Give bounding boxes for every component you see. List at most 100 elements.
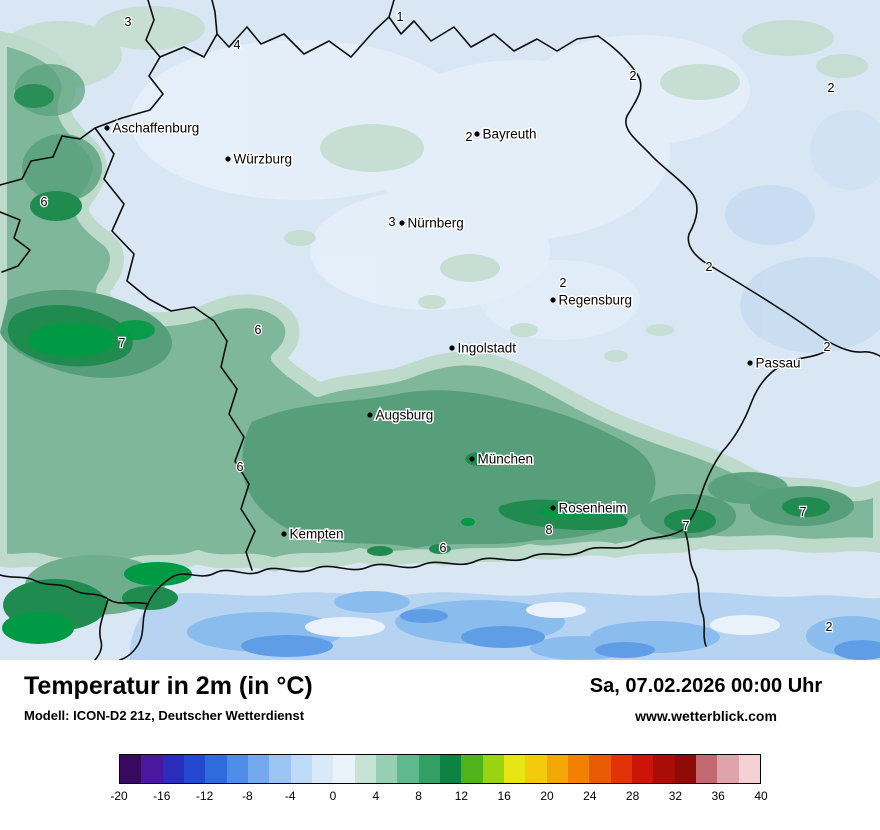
- city-dot: [104, 125, 110, 131]
- colorbar-segment: [333, 755, 355, 783]
- border-lines: [0, 0, 880, 660]
- colorbar-segment: [205, 755, 227, 783]
- city-marker: Nürnberg: [399, 214, 465, 232]
- colorbar-tick-label: 0: [329, 789, 337, 803]
- city-marker: München: [469, 450, 535, 468]
- footer-left-block: Temperatur in 2m (in °C) Modell: ICON-D2…: [24, 672, 313, 723]
- city-label: Würzburg: [234, 152, 293, 167]
- colorbar-segment: [482, 755, 504, 783]
- temperature-value: 2: [824, 340, 831, 354]
- temperature-value: 7: [683, 519, 690, 533]
- colorbar-segment: [567, 755, 590, 783]
- temperature-value: 2: [630, 69, 637, 83]
- city-label: München: [478, 452, 534, 467]
- footer-panel: Temperatur in 2m (in °C) Modell: ICON-D2…: [0, 660, 880, 830]
- temperature-value: 2: [828, 81, 835, 95]
- colorbar-tick-label: -16: [153, 789, 171, 803]
- weather-map: Aschaffenburg Würzburg Bayreuth Nürnberg Reg…: [0, 0, 880, 660]
- city-label: Nürnberg: [408, 216, 464, 231]
- colorbar-tick-label: 40: [754, 789, 768, 803]
- temperature-value: 7: [119, 336, 126, 350]
- city-dot: [747, 360, 753, 366]
- colorbar-tick-label: 24: [583, 789, 597, 803]
- colorbar-segment: [610, 755, 632, 783]
- city-dot: [550, 297, 556, 303]
- city-label: Passau: [756, 356, 801, 371]
- colorbar-tick-label: -20: [110, 789, 128, 803]
- city-marker: Würzburg: [225, 150, 294, 168]
- colorbar-segment: [525, 755, 547, 783]
- colorbar-segment: [674, 755, 696, 783]
- city-marker: Augsburg: [367, 406, 435, 424]
- colorbar-segment: [397, 755, 419, 783]
- colorbar-tick-label: -4: [284, 789, 296, 803]
- temperature-value: 4: [234, 38, 241, 52]
- colorbar-segment: [141, 755, 163, 783]
- city-marker: Kempten: [281, 525, 345, 543]
- city-dot: [225, 156, 231, 162]
- city-label: Augsburg: [376, 408, 434, 423]
- forecast-datetime: Sa, 07.02.2026 00:00 Uhr: [589, 675, 823, 697]
- temperature-value: 6: [41, 195, 48, 209]
- colorbar-tick-label: 32: [668, 789, 683, 803]
- colorbar-segment: [120, 755, 142, 783]
- colorbar-tick-label: 4: [372, 789, 380, 803]
- temperature-value: 3: [389, 215, 396, 229]
- city-marker: Ingolstadt: [449, 339, 518, 357]
- colorbar-segment: [247, 755, 270, 783]
- temperature-value: 3: [125, 15, 132, 29]
- city-dot: [550, 505, 556, 511]
- footer-right-block: Sa, 07.02.2026 00:00 Uhr www.wetterblick…: [556, 672, 856, 724]
- colorbar-segment: [653, 755, 675, 783]
- temperature-value: 2: [466, 130, 473, 144]
- temperature-colorbar: [119, 754, 761, 784]
- colorbar-tick-label: 36: [711, 789, 725, 803]
- colorbar-tick-label: 28: [625, 789, 640, 803]
- colorbar-tick-label: -12: [195, 789, 214, 803]
- city-dot: [469, 456, 475, 462]
- colorbar-segment: [354, 755, 376, 783]
- city-dot: [474, 131, 480, 137]
- city-dot: [281, 531, 287, 537]
- temperature-value: 2: [706, 260, 713, 274]
- temperature-value: 1: [397, 10, 404, 24]
- temperature-value: 6: [237, 460, 244, 474]
- temperature-labels-layer: 3 4 1 2 2 6 2 3 2 2 7 6 2 6 8 7 7 6 2: [39, 9, 836, 636]
- colorbar-segment: [461, 755, 483, 783]
- city-label: Bayreuth: [483, 127, 537, 142]
- colorbar-segment: [546, 755, 568, 783]
- city-label: Aschaffenburg: [113, 121, 200, 136]
- city-dot: [449, 345, 455, 351]
- city-marker: Regensburg: [550, 291, 634, 309]
- map-canvas: Aschaffenburg Würzburg Bayreuth Nürnberg Reg…: [0, 0, 880, 660]
- city-dot: [399, 220, 405, 226]
- city-marker: Passau: [747, 354, 802, 372]
- city-label: Kempten: [290, 527, 344, 542]
- city-marker: Aschaffenburg: [104, 119, 201, 137]
- city-label: Ingolstadt: [458, 341, 517, 356]
- colorbar-tick-label: 16: [497, 789, 511, 803]
- colorbar-segment: [162, 755, 184, 783]
- colorbar-segment: [418, 755, 440, 783]
- temperature-value: 7: [800, 505, 807, 519]
- colorbar-tick-label: 8: [415, 789, 422, 803]
- colorbar-segment: [183, 755, 206, 783]
- city-marker: Rosenheim: [550, 499, 628, 517]
- city-labels-layer: Aschaffenburg Würzburg Bayreuth Nürnberg Reg…: [104, 119, 802, 543]
- temperature-value: 2: [826, 620, 833, 634]
- colorbar-segment: [589, 755, 611, 783]
- colorbar-segment: [269, 755, 291, 783]
- model-info: Modell: ICON-D2 21z, Deutscher Wetterdie…: [24, 707, 305, 723]
- map-title: Temperatur in 2m (in °C): [24, 672, 313, 700]
- colorbar-segment: [311, 755, 334, 783]
- colorbar-tick-label: 20: [540, 789, 554, 803]
- colorbar-segment: [439, 755, 462, 783]
- colorbar-segment: [290, 755, 312, 783]
- temperature-value: 8: [546, 523, 553, 537]
- colorbar-segment: [631, 755, 654, 783]
- colorbar-segment: [695, 755, 718, 783]
- city-marker: Bayreuth: [474, 125, 538, 143]
- colorbar-tick-label: 12: [454, 789, 469, 803]
- colorbar-segment: [375, 755, 398, 783]
- colorbar-segment: [717, 755, 739, 783]
